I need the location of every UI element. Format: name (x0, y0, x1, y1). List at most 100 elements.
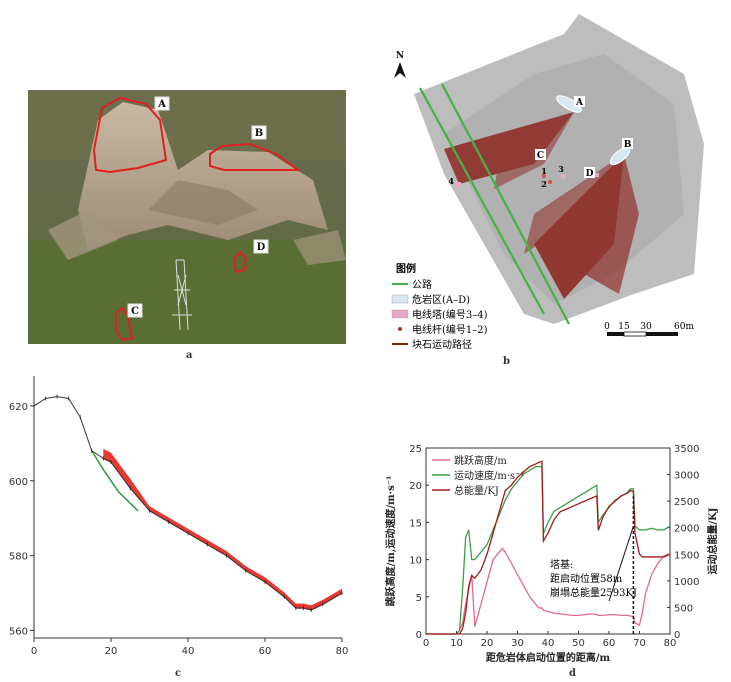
tower-3 (561, 174, 566, 179)
y-tick-label: 580 (9, 552, 28, 563)
y-axis-label: 跳跃高度/m,运动速度/m·s⁻¹ (384, 476, 397, 607)
svg-text:图例: 图例 (396, 262, 416, 275)
annotation-line-1: 塔基: (550, 558, 573, 571)
panel-c-chart: 0 20 40 60 80 560 580 600 620 (0, 366, 360, 662)
photo-canvas: A B C D (28, 90, 346, 344)
tower-3-label: 3 (558, 164, 564, 174)
svg-text:危岩区(A–D): 危岩区(A–D) (412, 293, 470, 306)
y-tick-label: 620 (9, 402, 28, 413)
x-tick-label: 40 (542, 638, 555, 649)
energy-chart-svg: 塔基: 距启动位置58m 崩塌总能量2593KJ 0 10 20 30 40 50 60 70… (384, 444, 719, 664)
y-tick-label: 25 (409, 444, 422, 455)
svg-text:B: B (255, 128, 263, 139)
svg-text:电线塔(编号3–4): 电线塔(编号3–4) (412, 308, 488, 321)
y2-tick-label: 3500 (674, 444, 699, 455)
x-tick-label: 80 (336, 646, 349, 657)
annotation-leader (608, 526, 634, 602)
map-label-a: A (574, 96, 585, 108)
trajectory-band (103, 448, 342, 611)
x-tick-label: 20 (481, 638, 494, 649)
legend-label-1: 跳跃高度/m (454, 454, 507, 467)
pole-2-label: 2 (541, 179, 547, 189)
outline-b (209, 142, 302, 171)
annotation-line-2: 距启动位置58m (550, 572, 623, 585)
map-canvas: N A B C D 1 2 3 4 (391, 14, 704, 351)
y2-axis-label: 运动总能量/KJ (706, 507, 719, 574)
panel-d-chart: 塔基: 距启动位置58m 崩塌总能量2593KJ 0 10 20 30 40 50 60 70… (380, 436, 731, 682)
profile-chart-svg: 0 20 40 60 80 560 580 600 620 (9, 376, 349, 657)
y2-tick-label: 0 (674, 630, 680, 641)
map-legend: 图例 公路 危岩区(A–D) 电线塔(编号3–4) 电线杆(编号1–2) 块石运… (391, 262, 488, 351)
x-tick-label: 60 (259, 646, 272, 657)
pole-1 (542, 174, 546, 178)
x-tick-label: 60 (603, 638, 616, 649)
x-tick-label: 50 (572, 638, 585, 649)
pole-2 (548, 180, 552, 184)
svg-text:块石运动路径: 块石运动路径 (412, 338, 472, 351)
svg-text:60m: 60m (674, 322, 694, 332)
photo-label-c: C (127, 303, 143, 318)
photo-label-a: A (154, 96, 170, 111)
x-tick-label: 80 (664, 638, 677, 649)
map-label-d: D (584, 167, 595, 179)
x-tick-label: 0 (31, 646, 37, 657)
scale-bar: 0 15 30 60m (604, 322, 694, 337)
annotation-line-3: 崩塌总能量2593KJ (550, 586, 637, 599)
x-tick-label: 40 (182, 646, 195, 657)
map-label-b: B (622, 138, 633, 150)
caption-d: d (569, 668, 576, 679)
x-axis-label: 距危岩体启动位置的距离/m (486, 651, 611, 664)
rock-path-fan-upper (444, 112, 574, 189)
caption-c: c (175, 668, 182, 679)
tower-4 (456, 182, 461, 187)
y2-tick-label: 3000 (674, 471, 699, 482)
y2-tick-label: 1000 (674, 577, 699, 588)
svg-text:30: 30 (640, 322, 652, 332)
x-tick-label: 0 (423, 638, 429, 649)
outline-a (92, 96, 168, 174)
svg-text:D: D (257, 242, 266, 253)
photo-label-d: D (253, 239, 269, 254)
svg-text:公路: 公路 (412, 278, 432, 291)
svg-text:A: A (157, 99, 166, 110)
x-tick-label: 10 (450, 638, 463, 649)
y-tick-label: 15 (409, 518, 422, 529)
power-tower-photo (172, 259, 192, 331)
initial-path-line (91, 450, 139, 512)
y2-tick-label: 2500 (674, 497, 699, 508)
outline-d (232, 250, 248, 274)
svg-text:0: 0 (604, 322, 610, 332)
caption-a: a (186, 350, 193, 361)
svg-text:N: N (396, 51, 404, 61)
y2-tick-label: 2000 (674, 524, 699, 535)
rock-path-fan-lower (524, 154, 639, 299)
svg-text:15: 15 (618, 322, 630, 332)
svg-text:电线杆(编号1–2): 电线杆(编号1–2) (412, 323, 488, 336)
outline-c (115, 306, 134, 342)
y-tick-label: 5 (416, 593, 422, 604)
hazard-zone-a (556, 95, 582, 113)
tower-4-label: 4 (448, 176, 454, 186)
road-line-2 (441, 83, 570, 325)
y2-tick-label: 1500 (674, 550, 699, 561)
tower-d (595, 173, 599, 177)
x-tick-label: 20 (105, 646, 118, 657)
y2-tick-label: 500 (674, 603, 693, 614)
svg-text:C: C (537, 151, 544, 161)
x-tick-label: 30 (511, 638, 524, 649)
x-tick-label: 70 (633, 638, 646, 649)
panel-b-map: N A B C D 1 2 3 4 (384, 14, 724, 360)
north-arrow-icon: N (394, 51, 406, 78)
svg-text:D: D (586, 169, 594, 179)
pole-1-label: 1 (541, 166, 547, 176)
photo-label-b: B (251, 125, 267, 140)
map-label-c: C (535, 149, 546, 161)
legend-label-3: 总能量/KJ (454, 484, 499, 497)
svg-text:A: A (575, 98, 584, 108)
y-tick-label: 600 (9, 477, 28, 488)
slope-profile-line (33, 396, 343, 611)
svg-text:C: C (131, 306, 139, 317)
y-tick-label: 0 (416, 630, 422, 641)
road-line-1 (419, 87, 545, 315)
caption-b: b (503, 356, 510, 367)
